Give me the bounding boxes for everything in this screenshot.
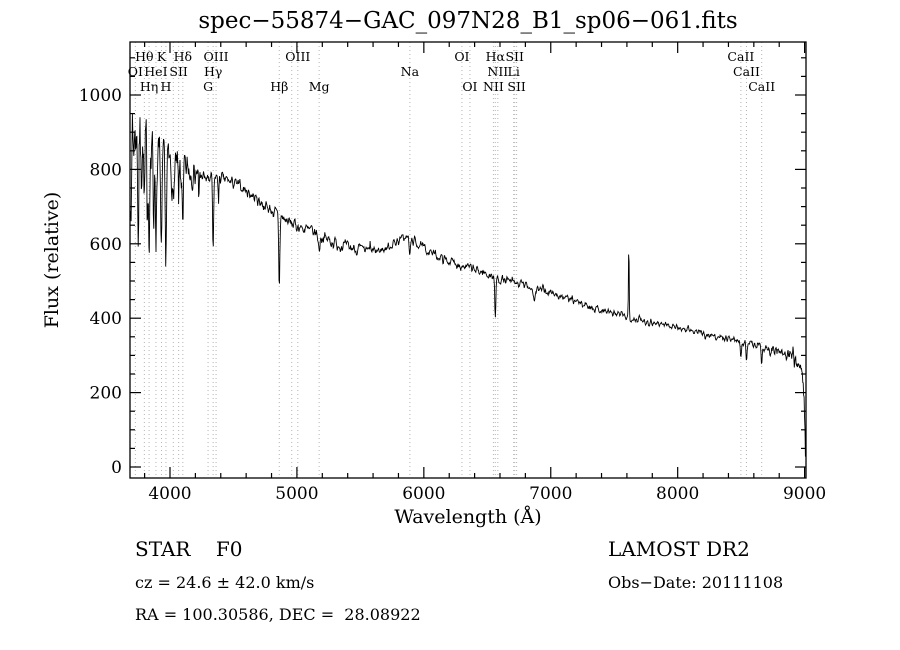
spectral-line-label: K xyxy=(157,49,167,64)
spectral-line-label: HeI xyxy=(144,64,167,79)
x-tick-label: 9000 xyxy=(783,484,826,504)
y-tick-label: 400 xyxy=(90,309,122,329)
y-tick-label: 1000 xyxy=(79,86,122,106)
spectral-line-label: Li xyxy=(508,64,520,79)
y-tick-label: 600 xyxy=(90,235,122,255)
spectral-line-label: Mg xyxy=(309,79,330,94)
spectral-line-label: G xyxy=(203,79,213,94)
spectral-line-label: OI xyxy=(128,64,143,79)
x-tick-label: 4000 xyxy=(148,484,191,504)
x-tick-label: 8000 xyxy=(656,484,699,504)
x-tick-label: 7000 xyxy=(529,484,572,504)
y-tick-label: 200 xyxy=(90,384,122,404)
spectral-line-label: H xyxy=(160,79,171,94)
plot-title: spec−55874−GAC_097N28_B1_sp06−061.fits xyxy=(198,8,738,34)
spectral-line-label: Hδ xyxy=(174,49,192,64)
spectral-line-label: Hη xyxy=(140,79,158,94)
obs-date-label: Obs−Date: 20111108 xyxy=(608,573,784,592)
spectral-line-label: CaII xyxy=(748,79,775,94)
x-tick-label: 5000 xyxy=(275,484,318,504)
cz-velocity-label: cz = 24.6 ± 42.0 km/s xyxy=(135,573,315,592)
spectral-line-label: NII xyxy=(487,64,508,79)
y-tick-label: 800 xyxy=(90,160,122,180)
object-class-label: STAR F0 xyxy=(135,537,243,561)
spectral-line-label: SII xyxy=(507,79,526,94)
spectral-line-label: OI xyxy=(462,79,477,94)
plot-border xyxy=(129,41,807,479)
spectral-line-label: Na xyxy=(401,64,420,79)
spectral-line-label: CaII xyxy=(733,64,760,79)
x-axis-label: Wavelength (Å) xyxy=(394,506,542,528)
spectrum-trace xyxy=(130,113,806,457)
spectral-line-label: SII xyxy=(505,49,524,64)
spectral-line-label: CaII xyxy=(727,49,754,64)
ra-dec-label: RA = 100.30586, DEC = 28.08922 xyxy=(135,605,421,624)
spectral-line-label: Hγ xyxy=(204,64,222,79)
spectral-line-label: NII xyxy=(483,79,504,94)
spectral-line-label: OIII xyxy=(285,49,310,64)
y-tick-label: 0 xyxy=(111,458,122,478)
spectral-line-label: Hβ xyxy=(270,79,288,94)
spectral-line-label: Hθ xyxy=(135,49,153,64)
spectral-line-label: OI xyxy=(454,49,469,64)
spectral-line-label: SII xyxy=(169,64,188,79)
x-tick-label: 6000 xyxy=(402,484,445,504)
spectral-line-label: Hα xyxy=(486,49,506,64)
y-axis-label: Flux (relative) xyxy=(41,191,63,329)
spectral-line-label: OIII xyxy=(204,49,229,64)
survey-release-label: LAMOST DR2 xyxy=(608,537,750,561)
